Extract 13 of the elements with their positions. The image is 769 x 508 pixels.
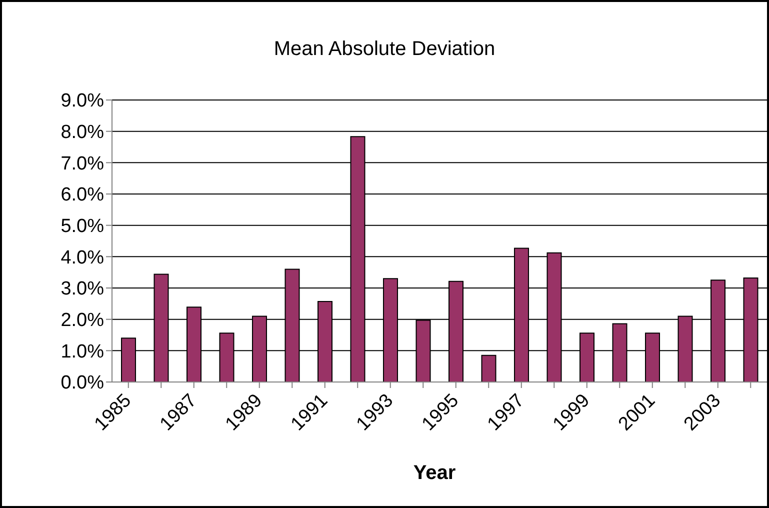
- x-axis-title: Year: [412, 462, 457, 485]
- y-tick-label: 8.0%: [60, 122, 104, 144]
- y-tick-label: 9.0%: [60, 90, 104, 112]
- y-tick-label: 1.0%: [60, 341, 104, 362]
- y-tick-label: 7.0%: [60, 153, 104, 174]
- y-tick-label: 5.0%: [60, 216, 104, 238]
- y-tick-label: 6.0%: [60, 184, 104, 206]
- y-tick-label: 0.0%: [60, 372, 104, 394]
- y-tick-label: 2.0%: [60, 310, 104, 332]
- chart-title: Mean Absolute Deviation: [272, 38, 496, 61]
- bar: [481, 354, 496, 382]
- y-tick-label: 4.0%: [60, 247, 104, 268]
- y-tick-label: 3.0%: [60, 278, 104, 300]
